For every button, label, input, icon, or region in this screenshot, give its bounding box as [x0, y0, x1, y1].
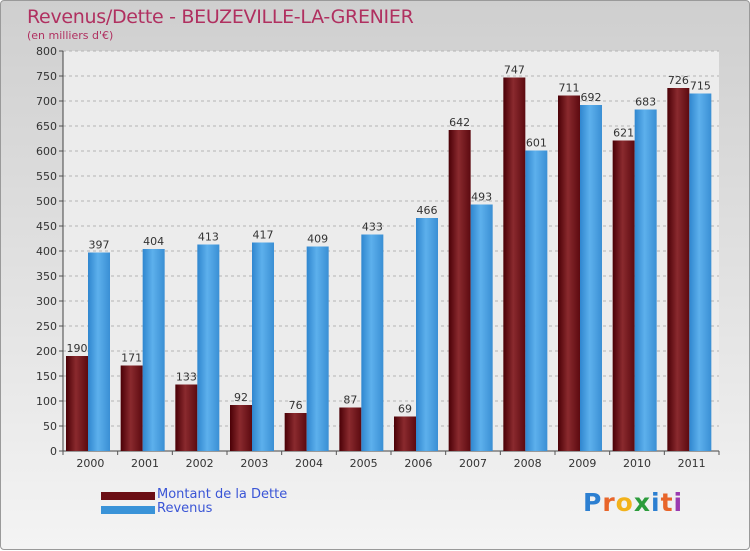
- y-tick-label: 300: [36, 295, 57, 308]
- y-tick-label: 600: [36, 145, 57, 158]
- data-label-revenus: 683: [635, 96, 656, 109]
- y-tick-label: 350: [36, 270, 57, 283]
- bar-revenus: [361, 234, 384, 451]
- data-label-debt: 171: [121, 352, 142, 365]
- data-label-revenus: 409: [307, 233, 328, 246]
- x-tick-label: 2004: [295, 457, 323, 470]
- legend-label-revenus: Revenus: [157, 501, 213, 516]
- data-label-revenus: 397: [89, 239, 110, 252]
- logo-letter: r: [602, 488, 616, 517]
- bar-debt: [339, 407, 362, 451]
- x-tick-label: 2000: [76, 457, 104, 470]
- data-label-debt: 711: [559, 82, 580, 95]
- bar-debt: [503, 77, 526, 451]
- bar-revenus: [470, 204, 493, 451]
- bar-debt: [66, 356, 88, 451]
- x-tick-label: 2002: [186, 457, 214, 470]
- x-tick-label: 2010: [623, 457, 651, 470]
- data-labels: 190 397 171 404 133 413 92 417 76 409 87 433 69 466 64…: [67, 64, 711, 416]
- x-tick-label: 2005: [350, 457, 378, 470]
- y-tick-label: 0: [50, 445, 57, 458]
- x-tick-label: 2001: [131, 457, 159, 470]
- bar-revenus: [580, 105, 602, 451]
- y-tick-label: 800: [36, 45, 57, 58]
- y-tick-label: 700: [36, 95, 57, 108]
- data-label-debt: 92: [234, 391, 248, 404]
- y-tick-label: 500: [36, 195, 57, 208]
- bar-revenus: [142, 249, 165, 451]
- y-tick-label: 550: [36, 170, 57, 183]
- data-label-revenus: 692: [581, 91, 602, 104]
- bar-debt: [120, 365, 143, 451]
- bar-debt: [448, 130, 471, 451]
- proxiti-logo: Proxiti: [583, 488, 683, 517]
- bar-debt: [558, 95, 580, 451]
- data-label-revenus: 466: [417, 204, 438, 217]
- y-tick-label: 450: [36, 220, 57, 233]
- logo-letter: x: [633, 488, 651, 517]
- x-tick-label: 2008: [514, 457, 542, 470]
- y-tick-label: 400: [36, 245, 57, 258]
- data-label-debt: 747: [504, 64, 525, 77]
- legend-label-debt: Montant de la Dette: [157, 487, 288, 502]
- bar-revenus: [689, 93, 712, 451]
- y-tick-label: 750: [36, 70, 57, 83]
- data-label-revenus: 413: [198, 231, 219, 244]
- x-tick-label: 2011: [678, 457, 706, 470]
- data-label-debt: 621: [613, 127, 634, 140]
- y-tick-label: 250: [36, 320, 57, 333]
- data-label-revenus: 404: [143, 235, 164, 248]
- bar-debt: [612, 140, 635, 451]
- bar-revenus: [252, 242, 274, 451]
- bars: [66, 77, 712, 451]
- data-label-debt: 76: [289, 399, 303, 412]
- logo-letter: P: [583, 488, 603, 517]
- x-tick-label: 2003: [240, 457, 268, 470]
- x-tick-label: 2009: [568, 457, 596, 470]
- data-label-revenus: 601: [526, 137, 547, 150]
- bar-revenus: [88, 252, 110, 451]
- data-label-debt: 69: [398, 403, 412, 416]
- y-tick-label: 100: [36, 395, 57, 408]
- data-label-debt: 133: [176, 371, 197, 384]
- y-tick-label: 150: [36, 370, 57, 383]
- grid-lines: [63, 50, 719, 452]
- data-label-revenus: 417: [253, 229, 274, 242]
- bar-revenus: [634, 109, 657, 451]
- logo-letter: i: [673, 488, 684, 517]
- y-tick-label: 200: [36, 345, 57, 358]
- bar-revenus: [416, 218, 438, 451]
- bar-revenus: [525, 150, 548, 451]
- y-tick-label: 50: [43, 420, 57, 433]
- bar-debt: [284, 413, 307, 451]
- y-tick-label: 650: [36, 120, 57, 133]
- chart-title: Revenus/Dette - BEUZEVILLE-LA-GRENIER: [27, 6, 414, 28]
- chart-subtitle: (en milliers d'€): [27, 29, 114, 42]
- data-label-debt: 87: [343, 394, 357, 407]
- bar-debt: [394, 416, 416, 451]
- bar-revenus: [306, 246, 329, 451]
- data-label-revenus: 493: [471, 191, 492, 204]
- data-label-debt: 642: [449, 116, 470, 129]
- bar-debt: [230, 405, 252, 451]
- axes: 0 50 100 150 200 250 300 350 400 450 500 550 600 650 7…: [36, 45, 720, 470]
- logo-letter: o: [615, 488, 634, 517]
- bar-debt: [175, 384, 198, 451]
- bar-debt: [667, 88, 690, 451]
- x-tick-label: 2006: [404, 457, 432, 470]
- data-label-revenus: 433: [362, 221, 383, 234]
- data-label-debt: 190: [67, 342, 88, 355]
- bar-revenus: [197, 244, 220, 451]
- logo-letter: i: [651, 488, 661, 517]
- data-label-debt: 726: [668, 74, 689, 87]
- data-label-revenus: 715: [690, 80, 711, 93]
- logo-letter: t: [660, 488, 674, 517]
- legend-swatch-debt: [101, 492, 155, 500]
- x-tick-label: 2007: [459, 457, 487, 470]
- legend-swatch-revenus: [101, 506, 155, 514]
